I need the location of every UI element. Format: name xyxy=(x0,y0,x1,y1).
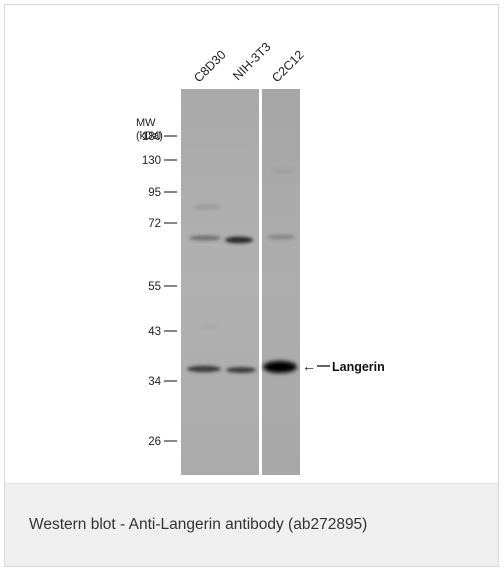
band-c8d30-68kda xyxy=(189,235,221,241)
marker-26: 26 xyxy=(148,436,177,448)
marker-label-34: 34 xyxy=(148,376,161,388)
marker-label-55: 55 xyxy=(148,281,161,293)
figure-caption: Western blot - Anti-Langerin antibody (a… xyxy=(29,516,368,533)
marker-43: 43 xyxy=(148,326,177,338)
marker-label-130: 130 xyxy=(142,155,161,167)
lane-label-c8d30: C8D30 xyxy=(191,48,228,85)
band-faint-45kda xyxy=(200,325,220,329)
kda-label: (kDa) xyxy=(136,130,163,142)
mw-label: MW xyxy=(136,117,156,129)
membrane-panel-right xyxy=(262,89,300,475)
band-c2c12-68kda xyxy=(267,234,295,240)
band-c8d30-langerin xyxy=(187,365,221,373)
langerin-label: Langerin xyxy=(332,360,385,374)
marker-95: 95 xyxy=(148,187,177,199)
caption-area: Western blot - Anti-Langerin antibody (a… xyxy=(5,483,498,566)
band-c2c12-langerin xyxy=(263,361,297,373)
band-c8d30-80kda xyxy=(193,204,221,210)
marker-130: 130 xyxy=(142,155,177,167)
band-nih3t3-langerin xyxy=(226,367,256,373)
marker-label-180: 180 xyxy=(142,131,161,143)
marker-label-43: 43 xyxy=(148,326,161,338)
marker-55: 55 xyxy=(148,281,177,293)
lane-label-c2c12: C2C12 xyxy=(269,48,306,85)
marker-label-26: 26 xyxy=(148,436,161,448)
lane-label-nih3t3: NIH-3T3 xyxy=(230,40,273,83)
band-c2c12-115kda xyxy=(271,169,295,173)
western-blot-figure: MW (kDa) 180 130 95 72 55 xyxy=(5,5,498,483)
band-nih3t3-68kda xyxy=(225,236,253,244)
marker-180: 180 xyxy=(142,131,177,143)
figure-frame: MW (kDa) 180 130 95 72 55 xyxy=(4,4,499,567)
marker-label-72: 72 xyxy=(148,218,161,230)
western-blot-image: MW (kDa) 180 130 95 72 55 xyxy=(136,40,385,475)
marker-label-95: 95 xyxy=(148,187,161,199)
marker-72: 72 xyxy=(148,218,177,230)
membrane-panel-left xyxy=(181,89,259,475)
panel-divider xyxy=(259,89,262,475)
marker-34: 34 xyxy=(148,376,177,388)
arrow-left-icon: ← xyxy=(302,358,316,374)
